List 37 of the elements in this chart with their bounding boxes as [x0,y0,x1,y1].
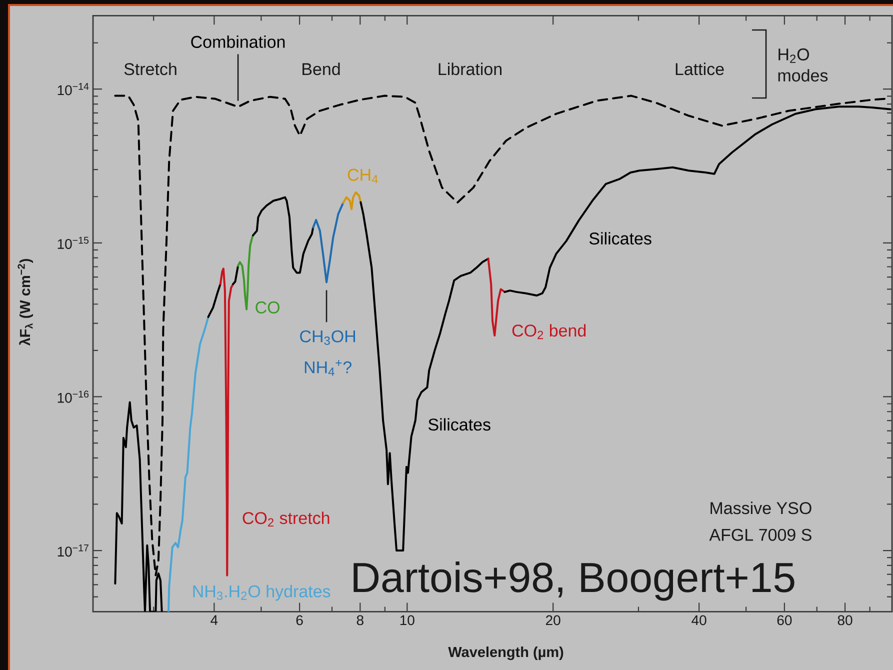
x-tick-label: 4 [210,615,218,625]
annotation: Silicates [589,232,652,245]
x-tick-label: 60 [777,615,792,626]
y-tick-label: 10$^{−17}$ [58,544,88,557]
x-tick-label: 10 [400,615,414,626]
annotation: Silicates [428,418,490,431]
x-tick-label: 80 [838,615,852,626]
y-tick-label: 10$^{−15}$ [58,236,89,249]
annotation: NH$_{3}$.H$_{2}$O hydrates [193,584,330,601]
annotation: CO [256,301,280,314]
x-tick-label: 6 [296,615,303,626]
x-tick-label: 8 [356,615,364,626]
annotation: CO$_{2}$ bend [512,324,586,340]
line-series [342,191,362,210]
line-series [219,268,234,576]
annotation: Massive YSO [710,502,812,514]
line-series [237,234,254,310]
y-axis-title: λF$_{λ}$ (W cm$^{−2}$) [18,258,34,346]
annotation: H$_{2}$O modes [778,48,828,82]
annotation: Libration [438,62,502,76]
x-axis-title: Wavelength (µm) [448,646,564,660]
y-tick-label: 10$^{−14}$ [58,83,89,96]
line-series [487,258,506,337]
x-tick-label: 40 [692,615,706,626]
annotation: CH$_{4}$ [348,168,378,184]
annotation: CH$_{3}$OH NH$_{4}$$^{+}$? [300,330,356,376]
annotation: CO$_{2}$ stretch [242,512,330,527]
line-series [207,283,222,318]
x-tick-label: 20 [546,615,560,626]
annotation: Bend [302,62,340,76]
annotation: Stretch [124,62,176,76]
y-tick-label: 10$^{−16}$ [58,390,89,403]
annotation: Lattice [676,62,724,76]
annotation: Combination [191,35,285,48]
line-series [312,202,344,284]
annotation: AFGL 7009 S [709,528,812,541]
annotation: Dartois+98, Boogert+15 [354,562,794,601]
